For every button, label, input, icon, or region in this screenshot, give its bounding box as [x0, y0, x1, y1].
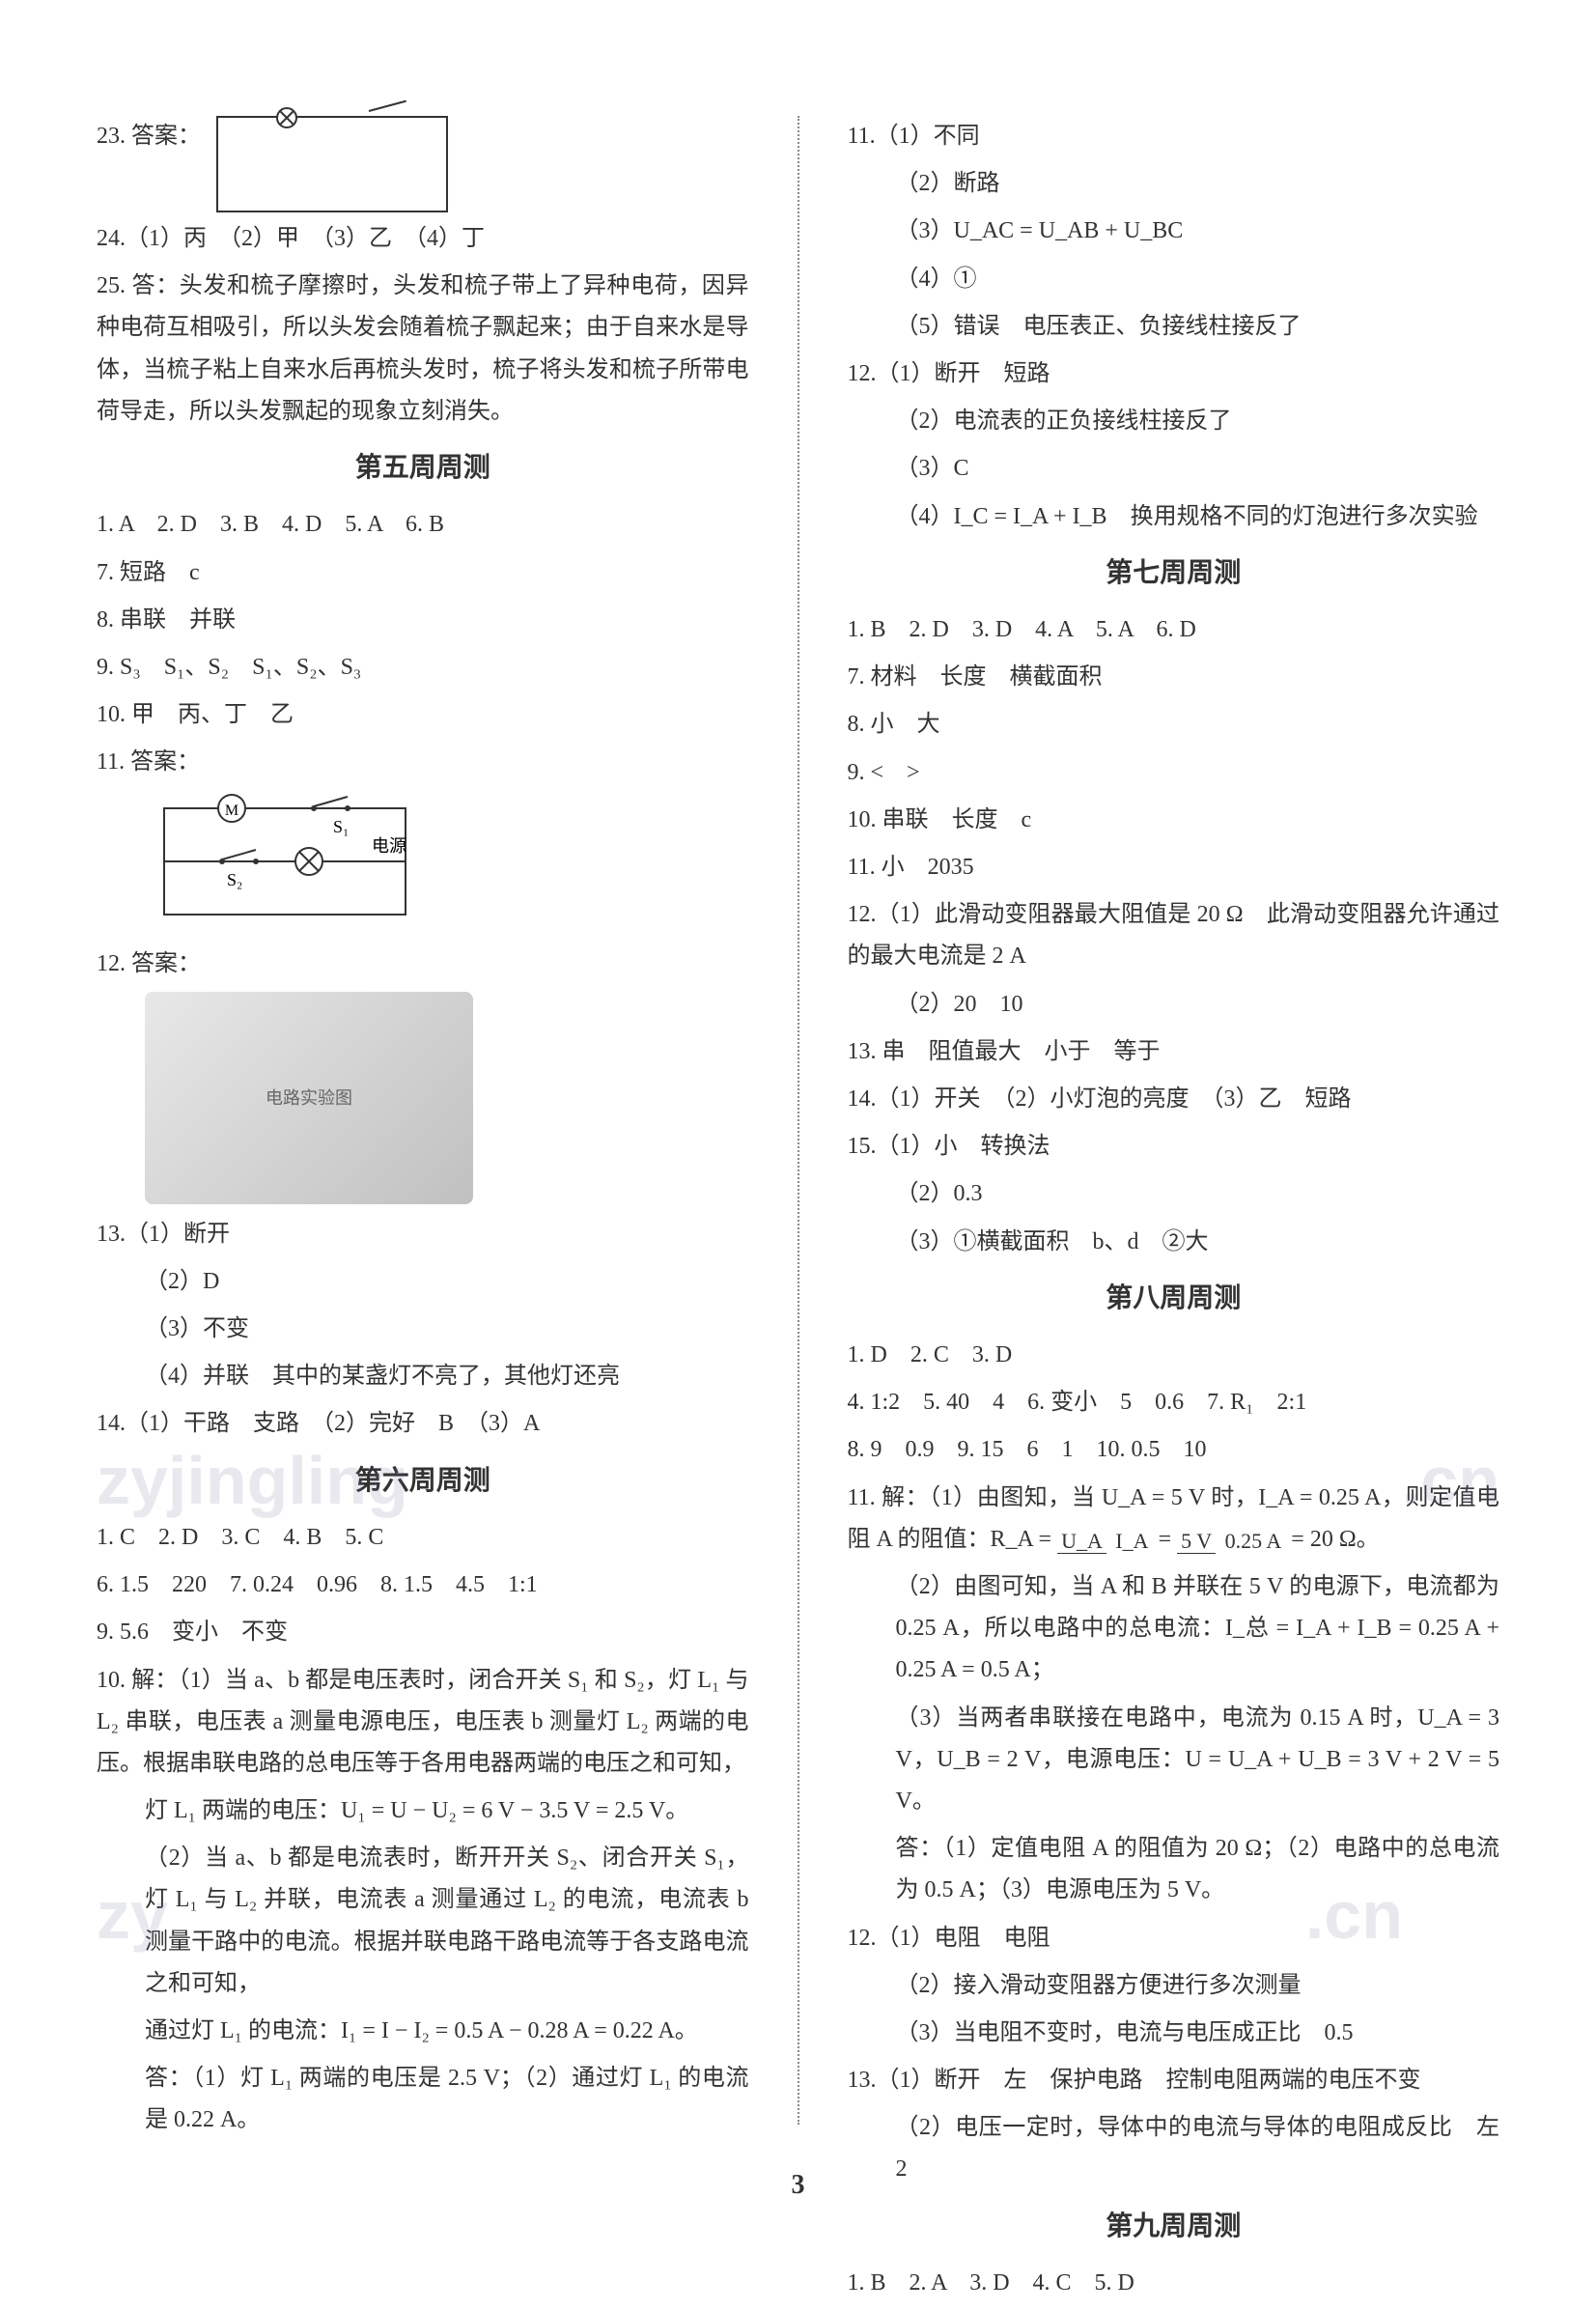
circuit-svg-icon: M S₁ S₂ 电源: [145, 789, 434, 934]
week6-heading: 第六周周测: [97, 1457, 749, 1506]
w6-q10-p5: 答：（1）灯 L₁ 两端的电压是 2.5 V；（2）通过灯 L₁ 的电流是 0.…: [97, 2058, 749, 2141]
fraction-2: 5 V 0.25 A: [1177, 1522, 1285, 1561]
w8-q13b: （2）电压一定时，导体中的电流与导体的电阻成反比 左 2: [848, 2107, 1500, 2190]
w8-q11-label: 11.: [848, 1485, 876, 1510]
w7-q12b: （2）20 10: [848, 984, 1500, 1026]
week7-heading: 第七周周测: [848, 549, 1500, 598]
week9-heading: 第九周周测: [848, 2203, 1500, 2251]
right-column: 11.（1）不同 （2）断路 （3）U_AC = U_AB + U_BC （4）…: [848, 116, 1500, 2310]
frac-num: 5 V: [1177, 1529, 1216, 1554]
circuit-11-diagram: M S₁ S₂ 电源: [145, 789, 434, 934]
svg-text:S₁: S₁: [333, 817, 349, 836]
eq: =: [1159, 1527, 1178, 1552]
w8-q13a: 13.（1）断开 左 保护电路 控制电阻两端的电压不变: [848, 2060, 1500, 2101]
w9-q1-5: 1. B 2. A 3. D 4. C 5. D: [848, 2263, 1500, 2304]
q25: 25. 答：头发和梳子摩擦时，头发和梳子带上了异种电荷，因异种电荷互相吸引，所以…: [97, 266, 749, 433]
w8-q1-3: 1. D 2. C 3. D: [848, 1335, 1500, 1376]
w5-q13a: 13.（1）断开: [97, 1214, 749, 1255]
svg-text:电源: 电源: [372, 836, 406, 856]
w8-q8-10: 8. 9 0.9 9. 15 6 1 10. 0.5 10: [848, 1429, 1500, 1471]
w5-q11-label: 11.: [97, 749, 125, 775]
w8-q12b: （2）接入滑动变阻器方便进行多次测量: [848, 1965, 1500, 2007]
w6-q10-label: 10.: [97, 1668, 126, 1693]
week5-heading: 第五周周测: [97, 444, 749, 493]
w7-q13: 13. 串 阻值最大 小于 等于: [848, 1031, 1500, 1073]
q11a: 11.（1）不同: [848, 116, 1500, 157]
column-divider: [798, 116, 799, 2125]
switch-icon: [369, 100, 406, 112]
w5-q13b: （2）D: [97, 1261, 749, 1303]
w5-q10: 10. 甲 丙、丁 乙: [97, 694, 749, 736]
w8-q4-7: 4. 1:2 5. 40 4 6. 变小 5 0.6 7. R₁ 2:1: [848, 1382, 1500, 1423]
w7-q15a: 15.（1）小 转换法: [848, 1126, 1500, 1168]
week8-heading: 第八周周测: [848, 1275, 1500, 1323]
left-column: 23. 答案： 24.（1）丙 （2）甲 （3）乙 （4）丁 25. 答：头发和…: [97, 116, 749, 2310]
svg-text:M: M: [225, 803, 238, 819]
w7-q8: 8. 小 大: [848, 704, 1500, 746]
q12b: （2）电流表的正负接线柱接反了: [848, 401, 1500, 442]
w5-q11: 11. 答案：: [97, 742, 749, 783]
w6-q6-8: 6. 1.5 220 7. 0.24 0.96 8. 1.5 4.5 1:1: [97, 1564, 749, 1606]
w8-q11-p1: 11. 解：（1）由图知，当 U_A = 5 V 时，I_A = 0.25 A，…: [848, 1478, 1500, 1561]
q25-text: 答：头发和梳子摩擦时，头发和梳子带上了异种电荷，因异种电荷互相吸引，所以头发会随…: [97, 273, 749, 424]
w7-q1-6: 1. B 2. D 3. D 4. A 5. A 6. D: [848, 609, 1500, 651]
q23: 23. 答案：: [97, 116, 749, 212]
w5-q13c: （3）不变: [97, 1309, 749, 1350]
w8-q11-p4: 答：（1）定值电阻 A 的阻值为 20 Ω；（2）电路中的总电流为 0.5 A；…: [848, 1828, 1500, 1911]
w6-q9: 9. 5.6 变小 不变: [97, 1612, 749, 1653]
w6-q10-p3: （2）当 a、b 都是电流表时，断开开关 S₂、闭合开关 S₁，灯 L₁ 与 L…: [97, 1838, 749, 2005]
q23-label: 23.: [97, 124, 126, 149]
w6-q10-p1: 10. 解：（1）当 a、b 都是电压表时，闭合开关 S₁ 和 S₂，灯 L₁ …: [97, 1660, 749, 1786]
w7-q7: 7. 材料 长度 横截面积: [848, 657, 1500, 698]
w8-q11-p2: （2）由图可知，当 A 和 B 并联在 5 V 的电源下，电流都为 0.25 A…: [848, 1566, 1500, 1692]
circuit-photo-icon: [145, 992, 473, 1204]
w5-q13d: （4）并联 其中的某盏灯不亮了，其他灯还亮: [97, 1356, 749, 1397]
q12d: （4）I_C = I_A + I_B 换用规格不同的灯泡进行多次实验: [848, 496, 1500, 538]
w8-q11-p1-post: = 20 Ω。: [1291, 1527, 1379, 1552]
w6-q10-p4: 通过灯 L₁ 的电流：I₁ = I − I₂ = 0.5 A − 0.28 A …: [97, 2011, 749, 2052]
w5-q7: 7. 短路 c: [97, 552, 749, 594]
w8-q12a: 12.（1）电阻 电阻: [848, 1918, 1500, 1959]
q11b: （2）断路: [848, 163, 1500, 205]
w7-q9: 9. < >: [848, 752, 1500, 794]
page-columns: 23. 答案： 24.（1）丙 （2）甲 （3）乙 （4）丁 25. 答：头发和…: [97, 116, 1499, 2310]
page-number: 3: [792, 2161, 805, 2210]
w6-q1-5: 1. C 2. D 3. C 4. B 5. C: [97, 1517, 749, 1559]
frac-den: 0.25 A: [1221, 1529, 1286, 1553]
w8-q12c: （3）当电阻不变时，电流与电压成正比 0.5: [848, 2013, 1500, 2054]
w7-q11: 11. 小 2035: [848, 847, 1500, 888]
q25-label: 25.: [97, 273, 126, 298]
w5-q8: 8. 串联 并联: [97, 600, 749, 641]
lamp-icon: [276, 107, 297, 128]
w5-q12-label: 12.: [97, 951, 126, 976]
w5-q12-text: 答案：: [131, 951, 201, 976]
circuit-diagram-icon: [216, 116, 448, 212]
q12c: （3）C: [848, 448, 1500, 490]
w5-q1-6: 1. A 2. D 3. B 4. D 5. A 6. B: [97, 504, 749, 546]
w7-q12a: 12.（1）此滑动变阻器最大阻值是 20 Ω 此滑动变阻器允许通过的最大电流是 …: [848, 894, 1500, 977]
q11e: （5）错误 电压表正、负接线柱接反了: [848, 306, 1500, 348]
w5-q9: 9. S₃ S₁、S₂ S₁、S₂、S₃: [97, 647, 749, 689]
q11c: （3）U_AC = U_AB + U_BC: [848, 211, 1500, 252]
q11d: （4）①: [848, 259, 1500, 300]
q23-text: 答案：: [131, 124, 201, 149]
w7-q14: 14.（1）开关 （2）小灯泡的亮度 （3）乙 短路: [848, 1079, 1500, 1120]
w7-q15b: （2）0.3: [848, 1173, 1500, 1215]
w5-q14: 14.（1）干路 支路 （2）完好 B （3）A: [97, 1403, 749, 1445]
w7-q10: 10. 串联 长度 c: [848, 800, 1500, 841]
w6-q10-p2: 灯 L₁ 两端的电压：U₁ = U − U₂ = 6 V − 3.5 V = 2…: [97, 1790, 749, 1832]
frac-num: U_A: [1057, 1529, 1106, 1554]
w7-q15c: （3）①横截面积 b、d ②大: [848, 1222, 1500, 1263]
w8-q11-p3: （3）当两者串联接在电路中，电流为 0.15 A 时，U_A = 3 V，U_B…: [848, 1698, 1500, 1823]
fraction-1: U_A I_A: [1057, 1522, 1153, 1561]
w6-q10-p1-text: 解：（1）当 a、b 都是电压表时，闭合开关 S₁ 和 S₂，灯 L₁ 与 L₂…: [97, 1668, 749, 1776]
q24: 24.（1）丙 （2）甲 （3）乙 （4）丁: [97, 218, 749, 260]
q12a: 12.（1）断开 短路: [848, 353, 1500, 395]
w5-q12: 12. 答案：: [97, 944, 749, 985]
svg-text:S₂: S₂: [227, 870, 242, 889]
w5-q11-text: 答案：: [130, 749, 200, 775]
frac-den: I_A: [1111, 1529, 1152, 1553]
